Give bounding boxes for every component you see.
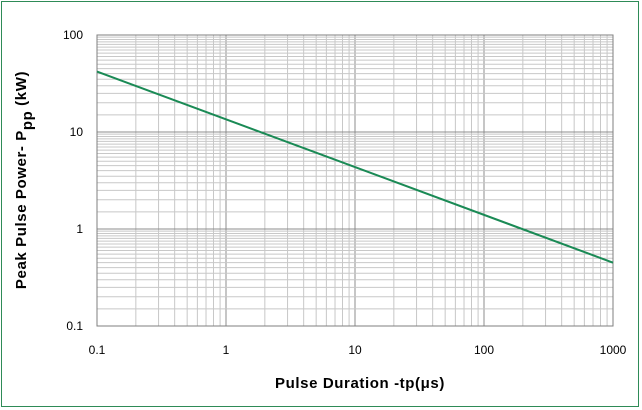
x-tick-label: 0.1: [89, 343, 106, 357]
series-group: [96, 70, 614, 264]
x-tick-label: 100: [474, 343, 494, 357]
plot-area: [96, 34, 614, 327]
grid: [96, 34, 614, 327]
x-axis-title: Pulse Duration -tp(μs): [275, 375, 445, 392]
x-tick-labels: 0.1 1 10 100 1000: [89, 343, 627, 357]
x-tick-label: 1000: [600, 343, 627, 357]
y-tick-label: 1: [76, 222, 83, 236]
y-tick-label: 10: [70, 125, 84, 139]
x-tick-label: 1: [223, 343, 230, 357]
y-tick-label: 0.1: [66, 319, 83, 333]
x-tick-label: 10: [348, 343, 362, 357]
y-tick-labels: 100 10 1 0.1: [63, 28, 83, 333]
y-tick-label: 100: [63, 28, 83, 42]
series-line: [96, 70, 614, 264]
y-axis-title: Peak Pulse Power- Ppp (kW): [13, 71, 36, 289]
